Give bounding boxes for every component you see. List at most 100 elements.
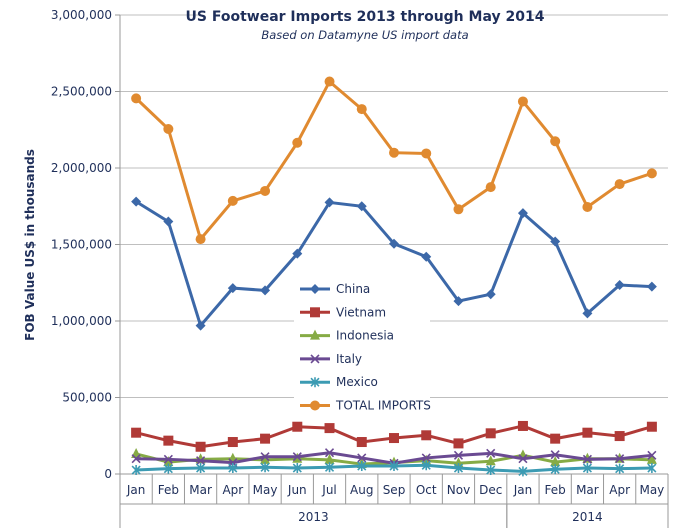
legend-marker <box>310 377 320 388</box>
data-point <box>163 435 174 446</box>
data-point <box>421 430 432 441</box>
series-china <box>131 196 657 331</box>
data-point <box>517 96 528 107</box>
data-point <box>453 296 464 307</box>
data-point <box>614 280 625 291</box>
data-point <box>518 454 528 464</box>
data-point <box>324 448 335 458</box>
legend-label: Mexico <box>336 375 378 389</box>
data-point <box>646 453 657 464</box>
data-point <box>131 454 141 464</box>
data-point <box>131 196 142 207</box>
data-point <box>260 185 271 196</box>
data-point <box>356 104 367 115</box>
x-tick-label: Jan <box>513 483 533 497</box>
data-point <box>195 441 206 452</box>
data-point <box>356 437 367 448</box>
x-tick-label: Aug <box>350 483 373 497</box>
chart-title-background <box>200 4 530 46</box>
data-point <box>260 462 270 473</box>
data-point <box>646 421 657 432</box>
data-point <box>582 427 593 438</box>
data-point <box>453 438 464 449</box>
legend: China Vietnam Indonesia Italy Mexico TOTAL IM… <box>294 276 431 416</box>
data-point <box>292 137 303 148</box>
data-point <box>357 453 367 463</box>
data-point <box>518 466 528 477</box>
data-point <box>292 421 303 432</box>
x-tick-label: Mar <box>189 483 212 497</box>
data-point <box>260 285 271 296</box>
data-point <box>421 148 432 159</box>
data-point <box>131 93 142 104</box>
data-point <box>647 463 657 474</box>
data-point <box>324 197 335 208</box>
data-point <box>131 447 142 458</box>
x-tick-label: Feb <box>158 483 179 497</box>
data-point <box>163 463 173 474</box>
legend-label: TOTAL IMPORTS <box>335 399 431 413</box>
data-point <box>421 251 432 262</box>
data-point <box>228 463 238 474</box>
data-point <box>356 201 367 212</box>
legend-marker <box>310 329 320 340</box>
data-point <box>260 433 271 444</box>
x-tick-label: Jan <box>126 483 146 497</box>
data-point <box>292 452 302 462</box>
data-point <box>260 453 271 464</box>
data-point <box>550 433 561 444</box>
data-point <box>646 281 657 292</box>
data-point <box>324 76 335 87</box>
legend-label: Italy <box>336 352 362 366</box>
data-point <box>517 420 528 431</box>
x-tick-label: Oct <box>416 483 437 497</box>
legend-marker <box>310 354 320 364</box>
data-point <box>614 431 625 442</box>
data-point <box>550 136 561 147</box>
data-point <box>292 248 303 259</box>
data-point <box>421 453 431 463</box>
data-point <box>582 463 592 474</box>
data-point <box>486 448 496 458</box>
x-tick-label: Apr <box>609 483 630 497</box>
data-point <box>227 283 238 294</box>
data-point <box>485 182 496 193</box>
x-group-label: 2013 <box>298 510 329 524</box>
data-point <box>582 454 592 464</box>
data-point <box>550 236 561 247</box>
y-tick-label: 1,000,000 <box>51 314 112 328</box>
chart-title: US Footwear Imports 2013 through May 201… <box>186 9 545 25</box>
series-line <box>135 79 653 243</box>
y-tick-label: 0 <box>104 467 112 481</box>
x-group-label: 2014 <box>572 510 603 524</box>
data-point <box>582 202 593 213</box>
x-tick-label: Mar <box>576 483 599 497</box>
data-point <box>195 234 206 245</box>
data-point <box>357 461 367 472</box>
y-tick-label: 2,000,000 <box>51 161 112 175</box>
data-point <box>196 463 206 474</box>
series-total-imports <box>131 76 657 245</box>
data-point <box>324 423 335 434</box>
data-point <box>615 463 625 474</box>
chart-subtitle: Based on Datamyne US import data <box>261 28 468 42</box>
x-tick-label: Jul <box>321 483 336 497</box>
data-point <box>292 463 302 474</box>
data-point <box>324 462 335 473</box>
data-point <box>453 463 464 474</box>
data-point <box>131 465 141 476</box>
data-point <box>389 238 399 249</box>
data-point <box>485 455 496 466</box>
y-tick-label: 3,000,000 <box>51 8 112 22</box>
data-point <box>163 454 173 464</box>
data-point <box>550 450 560 460</box>
data-point <box>615 454 625 464</box>
y-tick-label: 500,000 <box>62 391 112 405</box>
data-point <box>389 147 399 158</box>
data-point <box>195 320 206 331</box>
x-tick-label: Nov <box>447 483 470 497</box>
data-point <box>647 450 657 460</box>
legend-marker <box>310 400 320 411</box>
legend-marker <box>310 307 320 318</box>
